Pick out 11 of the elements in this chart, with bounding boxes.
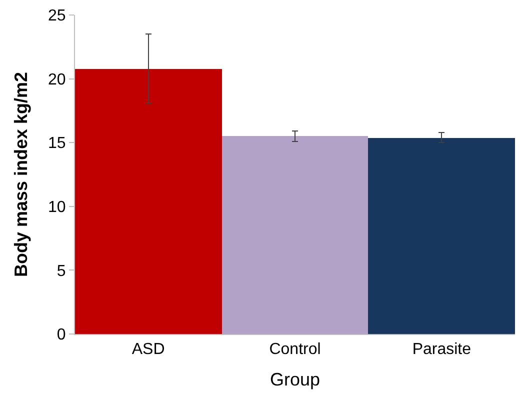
x-tick-label: Parasite: [412, 341, 472, 358]
x-tick-label: ASD: [132, 341, 165, 358]
y-tick-label: 15: [48, 135, 66, 152]
y-tick-label: 0: [56, 326, 66, 344]
y-axis-title: Body mass index kg/m2: [11, 72, 32, 278]
y-tick-label: 25: [48, 8, 66, 25]
x-tick-label: Control: [269, 341, 321, 358]
y-tick-label: 20: [48, 71, 66, 88]
y-tick-label: 10: [48, 199, 66, 216]
x-axis-title: Group: [270, 369, 320, 390]
y-tick-label: 5: [56, 262, 66, 280]
